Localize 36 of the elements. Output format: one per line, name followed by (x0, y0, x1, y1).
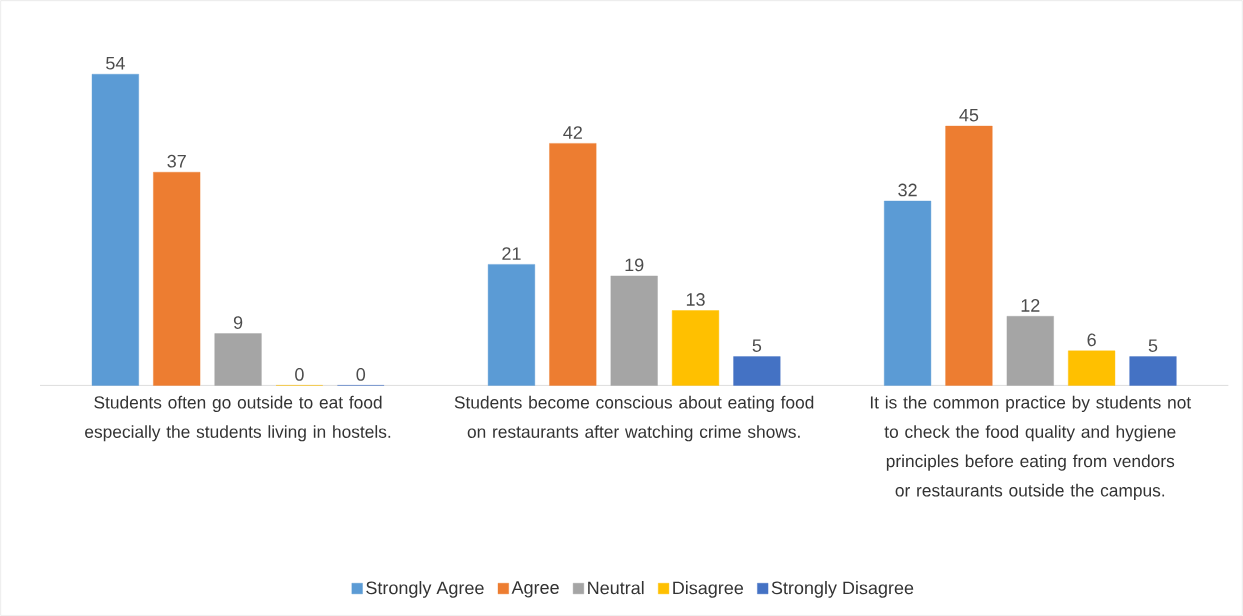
bar (1068, 350, 1116, 386)
legend-label: Strongly Disagree (771, 580, 914, 598)
data-label: 5 (1148, 339, 1158, 352)
data-label: 32 (898, 183, 917, 197)
legend-label: Disagree (673, 580, 744, 598)
data-label: 42 (563, 126, 582, 139)
bar (1129, 356, 1177, 386)
bar (214, 333, 262, 386)
data-label: 6 (1087, 333, 1096, 347)
data-label: 5 (752, 339, 762, 352)
bar (671, 310, 720, 386)
bar (945, 125, 993, 386)
data-label: 21 (502, 247, 521, 260)
data-label: 12 (1021, 298, 1040, 312)
data-label: 45 (959, 108, 979, 122)
data-label: 54 (106, 56, 125, 70)
bar (549, 143, 597, 386)
bar (1006, 316, 1054, 386)
data-label: 13 (686, 293, 705, 306)
legend-label: Strongly Agree (366, 580, 484, 598)
data-label: 37 (167, 154, 186, 168)
bar (487, 264, 536, 386)
data-label: 0 (295, 367, 304, 381)
bar (610, 275, 658, 386)
bar (91, 73, 139, 386)
x-tick-label: Students often go outside to eat food especially the students living in hostels. (85, 395, 391, 442)
x-tick-label: Students become conscious about eating food on restaurants after watching crime shows. (454, 395, 814, 442)
bar (153, 171, 201, 386)
data-label: 9 (233, 316, 243, 329)
bar (733, 356, 781, 386)
data-label: 0 (356, 367, 366, 381)
legend-label: Neutral (588, 580, 644, 595)
data-label: 19 (625, 258, 644, 272)
x-tick-label: It is the common practice by students not to check the food quality and hygiene principles before eating from vendors or restaurants outside the campus. (870, 395, 1192, 500)
legend-label: Agree (511, 581, 559, 598)
bar (884, 200, 932, 386)
